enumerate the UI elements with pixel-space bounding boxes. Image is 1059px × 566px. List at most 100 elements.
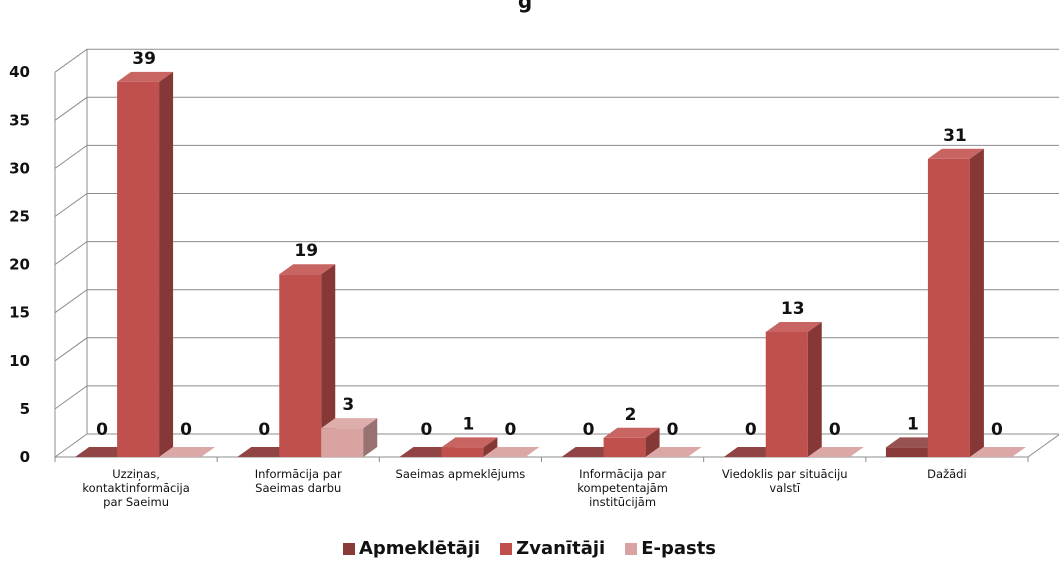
legend-item-1: Zvanītāji (500, 538, 605, 559)
data-label-4-0: 0 (745, 420, 757, 440)
y-tick-20: 20 (9, 256, 30, 274)
data-label-5-1: 31 (943, 126, 967, 146)
bar-front (441, 447, 484, 457)
bars (75, 71, 1026, 457)
legend-item-0: Apmeklētāji (342, 538, 481, 559)
legend-label: Apmeklētāji (358, 538, 481, 559)
gridline-40 (54, 48, 1059, 73)
category-label-line: institūcijām (589, 495, 656, 509)
category-label-line: Saeimas apmeklējums (396, 467, 526, 481)
bar-side (645, 427, 660, 457)
bar-4-1 (765, 321, 822, 457)
bar-0-0 (75, 447, 132, 457)
bar-3-1 (603, 427, 660, 457)
y-tick-30: 30 (9, 159, 30, 177)
bar-front (603, 437, 646, 457)
bar-3-2 (645, 447, 702, 457)
category-label-line: kompetentajām (577, 481, 668, 495)
legend-swatch (500, 543, 513, 555)
bar-top (603, 427, 660, 438)
y-tick-10: 10 (9, 352, 30, 370)
data-label-3-1: 2 (625, 405, 637, 425)
category-label-5: Dažādi (927, 467, 966, 481)
bar-2-2 (483, 447, 540, 457)
legend-item-2: E-pasts (625, 538, 716, 559)
category-label-line: Saeimas darbu (255, 481, 341, 495)
gridline-10 (54, 337, 1059, 362)
axes (54, 49, 1059, 462)
bar-front (321, 428, 364, 457)
y-tick-5: 5 (20, 400, 30, 418)
bar-top (117, 71, 174, 82)
chart-title: g (518, 0, 532, 13)
bar-top (765, 321, 822, 332)
category-label-line: Informācija par (579, 467, 666, 481)
gridline-15 (54, 289, 1059, 314)
y-tick-25: 25 (9, 208, 30, 226)
bar-top (279, 264, 336, 275)
category-label-line: par Saeimu (103, 495, 169, 509)
data-label-2-2: 0 (504, 420, 516, 440)
bar-front (279, 274, 322, 457)
bar-front (765, 331, 808, 457)
bar-flat (645, 447, 702, 457)
data-label-3-0: 0 (583, 420, 595, 440)
y-tick-15: 15 (9, 304, 30, 322)
bar-top (441, 437, 498, 448)
category-label-line: Dažādi (927, 467, 966, 481)
category-label-2: Saeimas apmeklējums (396, 467, 526, 481)
data-label-5-2: 0 (991, 420, 1003, 440)
data-label-4-1: 13 (781, 299, 805, 319)
data-label-0-1: 39 (132, 49, 156, 69)
category-label-1: Informācija par Saeimas darbu (255, 467, 342, 495)
category-label-0: Uzziņas, kontaktinformācija par Saeimu (82, 467, 189, 509)
bar-top (321, 418, 378, 429)
bar-side (363, 418, 378, 457)
bar-0-1 (117, 71, 174, 457)
category-label-3: Informācija par kompetentajām institūcijām (577, 467, 668, 509)
bar-side (159, 71, 174, 457)
category-label-line: Uzziņas, (112, 467, 160, 481)
data-label-5-0: 1 (907, 414, 919, 434)
bar-5-2 (969, 447, 1026, 457)
bar-0-2 (159, 447, 216, 457)
y-tick-40: 40 (9, 63, 30, 81)
data-label-2-1: 1 (462, 414, 474, 434)
bar-side (807, 321, 822, 457)
gridlines (54, 48, 1059, 458)
category-label-line: Viedoklis par situāciju (722, 467, 848, 481)
gridline-35 (54, 96, 1059, 121)
bar-front (117, 81, 160, 457)
y-tick-0: 0 (20, 448, 30, 466)
bar-1-1 (279, 264, 336, 457)
y-tick-35: 35 (9, 111, 30, 129)
gridline-20 (54, 241, 1059, 266)
category-label-line: kontaktinformācija (82, 481, 189, 495)
data-labels: 0 39 0 0 19 3 0 1 0 0 2 0 0 13 0 1 31 0 (96, 49, 1003, 440)
data-label-3-2: 0 (667, 420, 679, 440)
legend-swatch (342, 543, 355, 555)
bar-flat (807, 447, 864, 457)
bar-top (927, 148, 984, 159)
bar-2-1 (441, 437, 498, 457)
data-label-1-1: 19 (294, 241, 318, 261)
bar-front (927, 158, 970, 457)
bar-flat (969, 447, 1026, 457)
floor-right-edge (1027, 434, 1059, 458)
data-label-0-2: 0 (180, 420, 192, 440)
data-label-2-0: 0 (420, 420, 432, 440)
bar-flat (159, 447, 216, 457)
category-label-4: Viedoklis par situāciju valstī (722, 467, 848, 495)
data-label-1-2: 3 (342, 395, 354, 415)
category-labels: Uzziņas, kontaktinformācija par Saeimu Info… (82, 467, 966, 509)
gridline-25 (54, 193, 1059, 217)
gridline-30 (54, 144, 1059, 169)
legend-label: Zvanītāji (516, 538, 606, 559)
category-label-line: valstī (769, 481, 801, 495)
bar-side (321, 264, 336, 457)
y-tick-labels: 0 5 10 15 20 25 30 35 40 (9, 63, 30, 466)
bar-5-1 (927, 148, 984, 457)
legend-swatch (625, 543, 638, 555)
